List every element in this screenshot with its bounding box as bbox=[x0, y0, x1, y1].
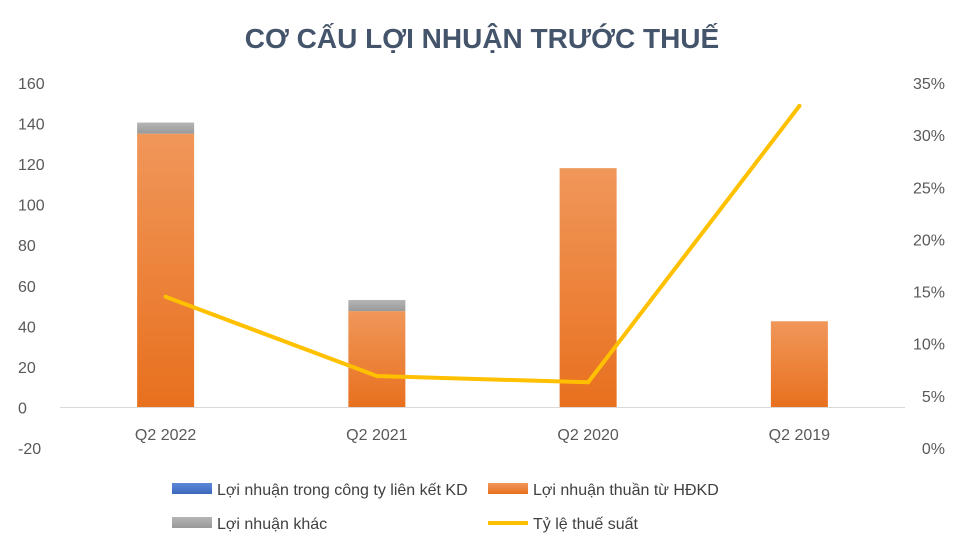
x-axis-ticks: Q2 2022 Q2 2021 Q2 2020 Q2 2019 bbox=[135, 427, 830, 444]
legend-label: Lợi nhuận khác bbox=[217, 516, 327, 533]
tax-rate-point bbox=[374, 374, 379, 379]
bar-other-profit bbox=[137, 122, 195, 134]
bar-operating-profit bbox=[770, 321, 828, 408]
left-axis-tick-label: 0 bbox=[18, 400, 27, 417]
legend-bar-swatch bbox=[172, 517, 212, 528]
x-axis-tick-label: Q2 2021 bbox=[346, 427, 407, 444]
left-axis-tick-label: 60 bbox=[18, 279, 36, 296]
left-axis-tick-label: 20 bbox=[18, 360, 36, 377]
bars-group bbox=[137, 122, 828, 408]
legend-label: Lợi nhuận trong công ty liên kết KD bbox=[217, 482, 468, 499]
left-axis-tick-label: -20 bbox=[18, 441, 41, 458]
left-axis-tick-label: 80 bbox=[18, 238, 36, 255]
left-axis-tick-label: 100 bbox=[18, 198, 45, 215]
legend-bar-swatch bbox=[488, 483, 528, 494]
x-axis-tick-label: Q2 2019 bbox=[769, 427, 830, 444]
right-axis: 0% 5% 10% 15% 20% 25% 30% 35% bbox=[913, 76, 945, 458]
right-axis-tick-label: 15% bbox=[913, 285, 945, 302]
tax-rate-point bbox=[797, 103, 802, 108]
left-axis-tick-label: 40 bbox=[18, 319, 36, 336]
x-axis-tick-label: Q2 2020 bbox=[557, 427, 618, 444]
right-axis-tick-label: 25% bbox=[913, 180, 945, 197]
legend: Lợi nhuận trong công ty liên kết KD Lợi n… bbox=[172, 482, 719, 533]
chart-title: CƠ CẤU LỢI NHUẬN TRƯỚC THUẾ bbox=[245, 23, 719, 54]
legend-label: Lợi nhuận thuần từ HĐKD bbox=[533, 482, 719, 499]
right-axis-tick-label: 5% bbox=[922, 389, 945, 406]
legend-bar-swatch bbox=[172, 483, 212, 494]
tax-rate-line bbox=[163, 103, 802, 385]
bar-other-profit bbox=[348, 299, 406, 312]
right-axis-tick-label: 30% bbox=[913, 128, 945, 145]
left-axis-tick-label: 160 bbox=[18, 76, 45, 93]
right-axis-tick-label: 0% bbox=[922, 441, 945, 458]
tax-rate-point bbox=[586, 380, 591, 385]
x-axis-tick-label: Q2 2022 bbox=[135, 427, 196, 444]
tax-rate-line-group bbox=[163, 103, 802, 385]
left-axis-tick-label: 140 bbox=[18, 117, 45, 134]
bar-operating-profit bbox=[348, 311, 406, 408]
right-axis-tick-label: 20% bbox=[913, 232, 945, 249]
right-axis-tick-label: 35% bbox=[913, 76, 945, 93]
left-axis-tick-label: 120 bbox=[18, 157, 45, 174]
bar-operating-profit bbox=[559, 168, 617, 408]
left-axis: -20 0 20 40 60 80 100 120 140 160 bbox=[18, 76, 45, 458]
legend-label: Tỷ lệ thuế suất bbox=[533, 516, 639, 533]
tax-rate-point bbox=[163, 294, 168, 299]
bar-operating-profit bbox=[137, 133, 195, 408]
right-axis-tick-label: 10% bbox=[913, 337, 945, 354]
